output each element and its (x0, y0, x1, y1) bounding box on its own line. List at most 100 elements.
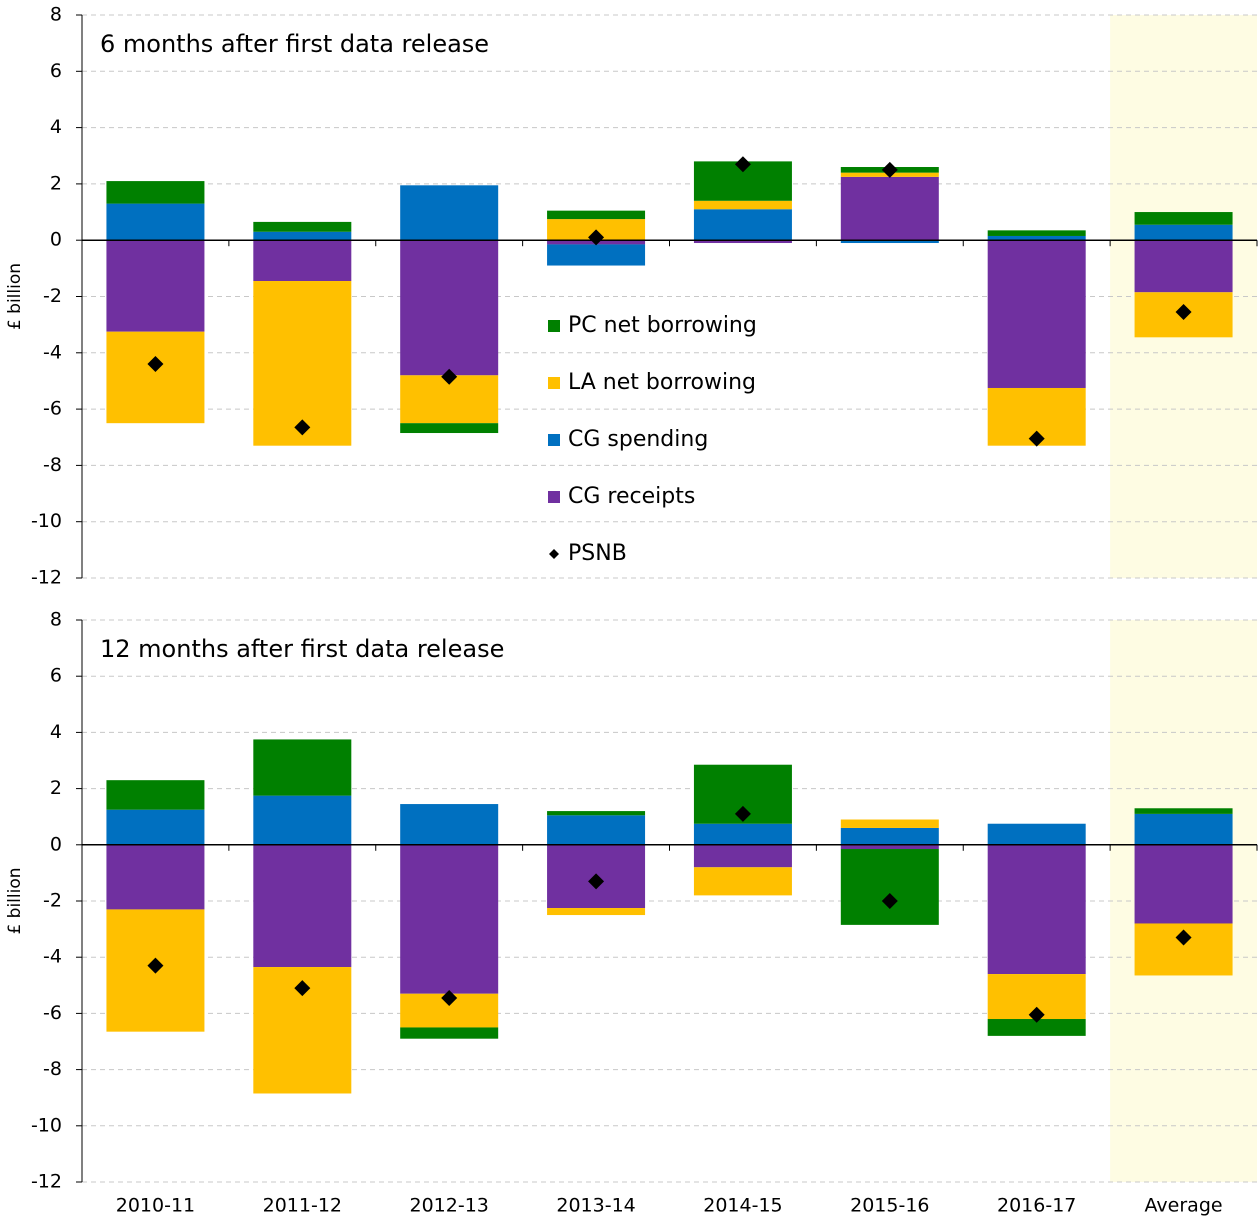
bar-segment (840, 849, 939, 925)
y-tick-label: -6 (43, 1002, 62, 1024)
bar-segment (547, 210, 646, 220)
bar-segment (840, 819, 939, 828)
bar-segment (547, 815, 646, 845)
psnb-marker (881, 893, 898, 909)
bar-segment (840, 176, 939, 241)
x-tick-label: 2015-16 (850, 1195, 929, 1217)
y-tick-label: 2 (50, 172, 62, 194)
bar-segment (253, 795, 352, 845)
legend-label: PC net borrowing (568, 313, 757, 338)
bar-segment (1134, 240, 1233, 293)
psnb-marker (588, 229, 605, 246)
bar-segment (693, 844, 792, 868)
psnb-marker (441, 989, 458, 1006)
y-tick-label: 0 (50, 833, 62, 855)
psnb-marker (734, 805, 751, 822)
bar-segment (840, 827, 939, 845)
bar-segment (253, 240, 352, 282)
y-axis-label: £ billion (5, 263, 25, 330)
x-tick-label: 2014-15 (703, 1195, 782, 1217)
bar-segment (840, 844, 939, 850)
legend-marker (549, 549, 559, 559)
y-tick-label: 4 (50, 721, 62, 743)
bar-segment (253, 231, 352, 241)
bar-segment (106, 203, 205, 241)
psnb-marker (294, 419, 311, 436)
x-tick-label: Average (1145, 1195, 1223, 1217)
y-tick-label: -4 (43, 946, 62, 968)
bar-segment (106, 780, 205, 810)
psnb-marker (734, 156, 751, 173)
y-tick-label: -12 (31, 1171, 62, 1193)
bar-segment (400, 1027, 499, 1039)
x-tick-label: 2011-12 (263, 1195, 342, 1217)
bar-segment (400, 804, 499, 845)
legend-label: PSNB (568, 541, 627, 566)
y-tick-label: 8 (50, 609, 62, 631)
bar-segment (547, 811, 646, 816)
bar-segment (693, 823, 792, 845)
psnb-marker (294, 980, 311, 997)
legend-swatch (548, 434, 560, 446)
psnb-marker (588, 873, 605, 890)
bar-segment (987, 1019, 1086, 1036)
psnb-marker (1175, 929, 1192, 946)
bar-segment (987, 235, 1086, 241)
legend-swatch (548, 320, 560, 332)
psnb-marker (1028, 1006, 1045, 1023)
chart-title: 6 months after first data release (100, 30, 489, 58)
y-tick-label: -8 (43, 1058, 62, 1080)
bar-segment (693, 867, 792, 896)
y-tick-label: 6 (50, 60, 62, 82)
bar-segment (840, 240, 939, 244)
bar-segment (987, 240, 1086, 388)
bar-segment (987, 823, 1086, 845)
legend-label: LA net borrowing (568, 370, 756, 395)
bar-segment (693, 240, 792, 244)
bar-segment (106, 181, 205, 204)
y-tick-label: -10 (31, 1114, 62, 1136)
bar-segment (106, 240, 205, 332)
bar-segment (253, 221, 352, 232)
bar-segment (400, 240, 499, 376)
bar-segment (547, 244, 646, 266)
bar-segment (693, 200, 792, 210)
legend-swatch (548, 491, 560, 503)
bar-segment (253, 281, 352, 446)
bar-segment (253, 739, 352, 796)
y-tick-label: -2 (43, 285, 62, 307)
x-tick-label: 2013-14 (556, 1195, 635, 1217)
bar-segment (106, 331, 205, 424)
legend-label: CG spending (568, 427, 708, 452)
legend-label: CG receipts (568, 484, 695, 509)
y-tick-label: 6 (50, 665, 62, 687)
bar-segment (987, 230, 1086, 236)
bar-segment (400, 423, 499, 434)
psnb-marker (881, 161, 898, 178)
bar-segment (1134, 808, 1233, 814)
legend-swatch (548, 377, 560, 389)
psnb-marker (1028, 430, 1045, 447)
bar-segment (106, 844, 205, 910)
y-axis-label: £ billion (5, 867, 25, 934)
chart-title: 12 months after first data release (100, 635, 504, 663)
y-tick-label: -2 (43, 890, 62, 912)
y-tick-label: 2 (50, 777, 62, 799)
x-tick-label: 2010-11 (116, 1195, 195, 1217)
bar-segment (1134, 224, 1233, 241)
psnb-marker (441, 368, 458, 385)
bar-segment (400, 844, 499, 994)
x-tick-label: 2012-13 (409, 1195, 488, 1217)
y-tick-label: -8 (43, 454, 62, 476)
bar-segment (1134, 844, 1233, 924)
psnb-marker (147, 356, 164, 373)
bar-segment (106, 809, 205, 845)
bar-segment (987, 844, 1086, 975)
y-tick-label: 8 (50, 4, 62, 26)
y-tick-label: 4 (50, 116, 62, 138)
y-tick-label: -12 (31, 567, 62, 589)
y-tick-label: -6 (43, 398, 62, 420)
bar-segment (547, 908, 646, 916)
